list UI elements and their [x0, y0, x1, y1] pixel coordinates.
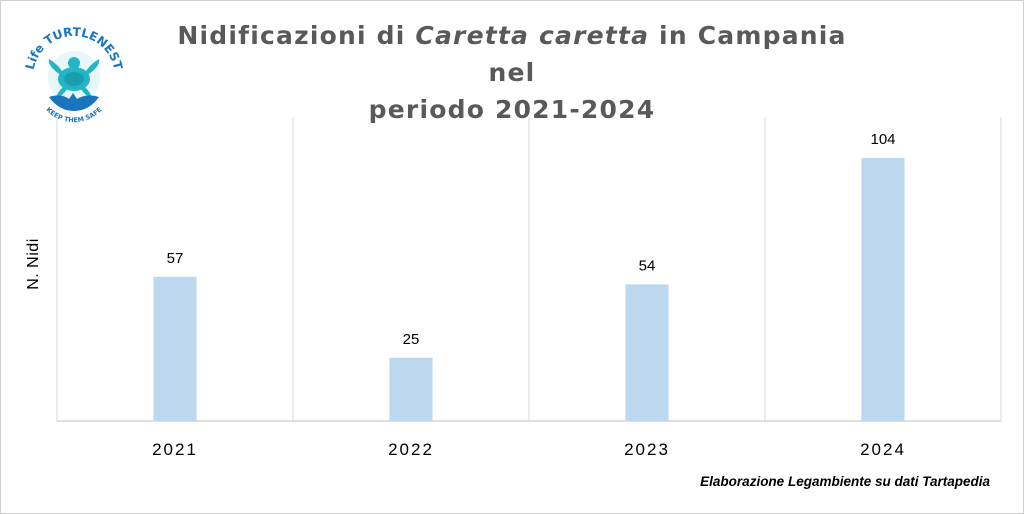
x-tick-label-2021: 2021 [152, 440, 198, 459]
source-note: Elaborazione Legambiente su dati Tartape… [700, 474, 990, 489]
title-species: Caretta caretta [415, 21, 650, 50]
data-label-2021: 57 [167, 250, 184, 267]
chart-title: Nidificazioni di Caretta caretta in Camp… [151, 17, 873, 128]
x-tick-label-2024: 2024 [860, 440, 906, 459]
title-line2: periodo 2021-2024 [368, 95, 656, 124]
x-tick-label-2022: 2022 [388, 440, 434, 459]
x-tick-label-2023: 2023 [624, 440, 670, 459]
data-label-2024: 104 [870, 131, 895, 148]
bar-2023 [625, 284, 669, 421]
turtlenest-logo: Life TURTLENEST KEEP THEM SAFE [23, 25, 126, 124]
bar-2024 [861, 157, 905, 421]
bar-2022 [389, 357, 433, 421]
title-after: in Campania nel [488, 21, 847, 87]
title-before: Nidificazioni di [177, 21, 416, 50]
data-label-2022: 25 [403, 331, 420, 348]
bar-2021 [153, 276, 197, 421]
data-label-2023: 54 [639, 257, 656, 274]
